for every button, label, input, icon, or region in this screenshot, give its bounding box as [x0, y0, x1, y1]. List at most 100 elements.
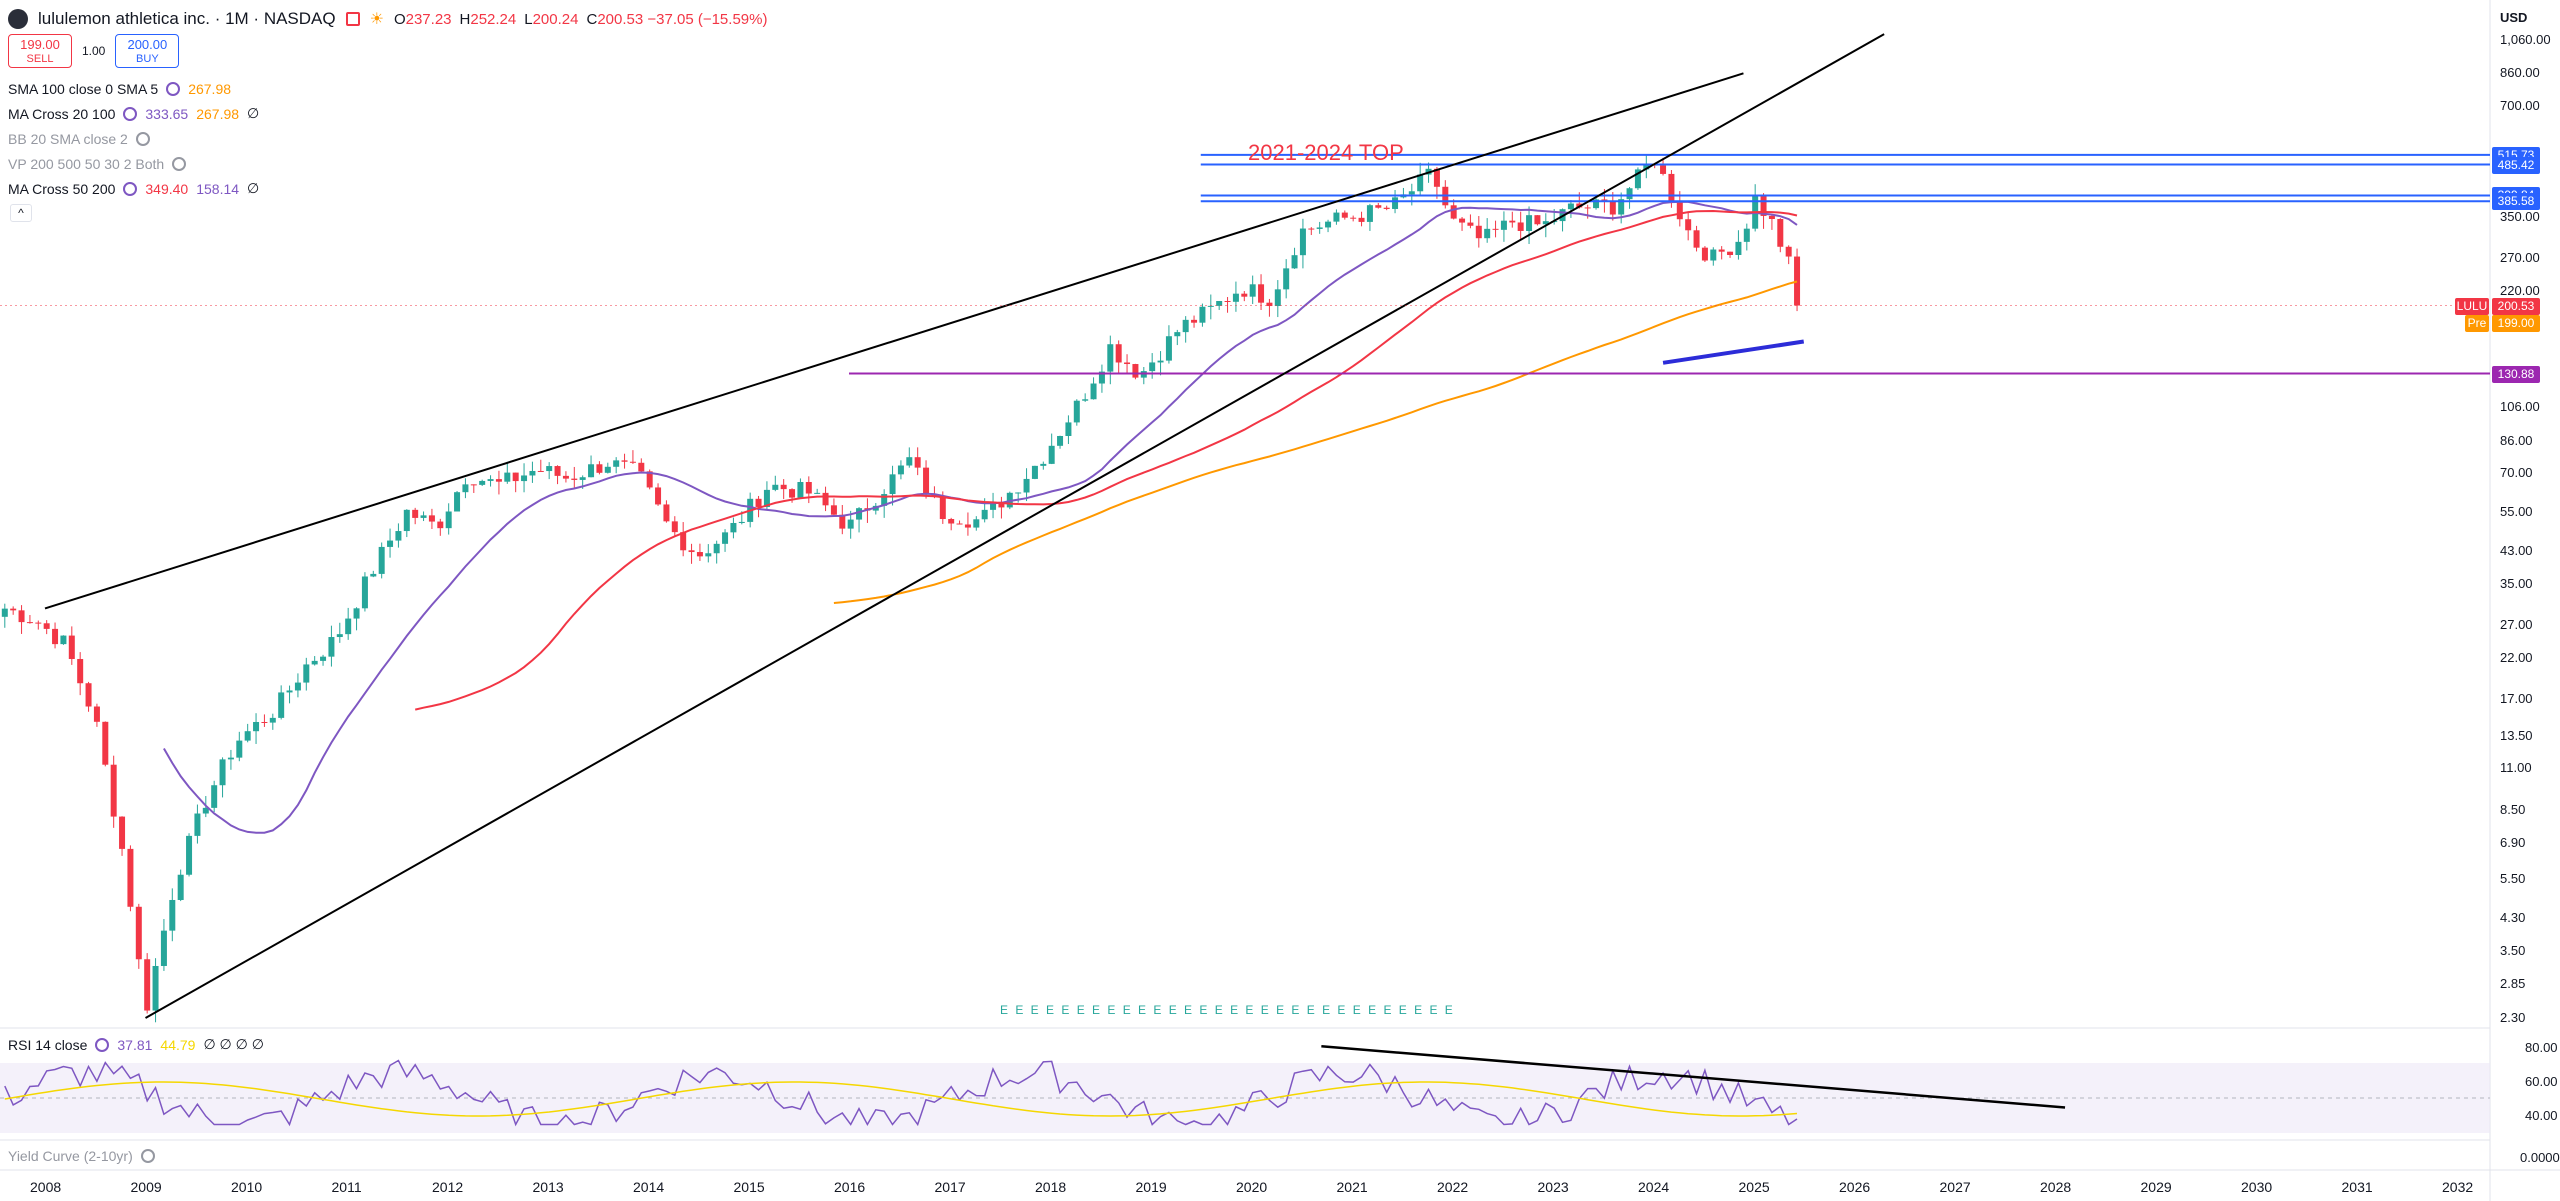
price-tick-label: 55.00	[2500, 503, 2533, 519]
hidden-eye-icon[interactable]	[172, 156, 187, 171]
candle-body	[839, 514, 846, 529]
candle-body	[202, 807, 209, 814]
candle-body	[1232, 293, 1239, 302]
candle-body	[470, 484, 477, 486]
candle-body	[1358, 217, 1365, 222]
candle-body	[814, 492, 821, 494]
price-tick-label: 5.50	[2500, 870, 2526, 886]
candle-body	[1668, 173, 1675, 203]
candle-body	[805, 482, 812, 494]
candle-body	[1526, 215, 1533, 231]
candle-body	[1517, 222, 1524, 231]
time-tick-label: 2023	[1537, 1179, 1569, 1195]
time-tick-label: 2020	[1236, 1179, 1268, 1195]
candle-body	[85, 683, 92, 707]
price-tick-label: 2.30	[2500, 1010, 2526, 1025]
candle-body	[1107, 344, 1114, 372]
candle-body	[1115, 344, 1122, 363]
candle-body	[613, 460, 620, 467]
indicator-legend: SMA 100 close 0 SMA 5 267.98 MA Cross 20…	[8, 76, 259, 201]
rsi-legend: RSI 14 close 37.81 44.79 ∅ ∅ ∅ ∅	[8, 1036, 264, 1053]
candle-body	[546, 466, 553, 472]
candle-body	[1609, 201, 1616, 215]
indicator-row[interactable]: MA Cross 20 100 333.65 267.98 ∅	[8, 105, 260, 122]
rsi-tick-label: 60.00	[2525, 1074, 2558, 1089]
quantity-value[interactable]: 1.00	[82, 44, 106, 58]
candle-body	[663, 504, 670, 522]
candle-body	[286, 690, 293, 693]
visibility-icon[interactable]	[95, 1037, 110, 1052]
candle-body	[655, 487, 662, 505]
candle-body	[906, 457, 913, 466]
time-tick-label: 2028	[2040, 1179, 2072, 1195]
candle-body	[119, 816, 126, 849]
candle-body	[948, 519, 955, 524]
candle-body	[236, 740, 243, 758]
candle-body	[1785, 246, 1792, 257]
candle-body	[856, 508, 863, 520]
price-tick-label: 35.00	[2500, 575, 2533, 591]
time-tick-label: 2014	[633, 1179, 665, 1195]
high-value: 252.24	[470, 10, 517, 28]
rsi-sma-line	[4, 1081, 1798, 1117]
candle-body	[412, 509, 419, 518]
visibility-icon[interactable]	[166, 81, 181, 96]
level-price-badge: 130.88	[2492, 365, 2540, 383]
flag-icon[interactable]	[345, 12, 360, 26]
symbol-badge: LULU	[2455, 297, 2489, 315]
candle-body	[227, 757, 234, 760]
candle-body	[395, 531, 402, 541]
price-tick-label: 11.00	[2500, 760, 2532, 776]
visibility-icon[interactable]	[123, 181, 138, 196]
candle-body	[1174, 332, 1181, 337]
last-price-badge: 200.53	[2492, 297, 2540, 315]
sell-button[interactable]: 199.00 SELL	[8, 34, 72, 68]
candle-body	[680, 532, 687, 551]
candle-body	[370, 573, 377, 577]
time-tick-label: 2018	[1035, 1179, 1067, 1195]
candle-body	[403, 509, 410, 532]
trade-panel: 199.00 SELL 1.00 200.00 BUY	[8, 34, 180, 68]
indicator-row[interactable]: VP 200 500 50 30 2 Both	[8, 151, 259, 176]
drawn-blue-segment	[1662, 339, 1805, 365]
candle-body	[93, 706, 100, 722]
indicator-row[interactable]: BB 20 SMA close 2	[8, 126, 259, 151]
rsi-line	[4, 1059, 1798, 1127]
candle-body	[1057, 435, 1064, 446]
pre-badge: Pre	[2465, 314, 2489, 332]
visibility-icon[interactable]	[123, 106, 138, 121]
indicator-row[interactable]: MA Cross 50 200 349.40 158.14 ∅	[8, 180, 260, 197]
buy-button[interactable]: 200.00 BUY	[115, 34, 180, 68]
candle-body	[789, 489, 796, 498]
candle-body	[361, 576, 368, 609]
hidden-eye-icon[interactable]	[135, 131, 150, 146]
candle-body	[797, 482, 804, 498]
symbol-title[interactable]: lululemon athletica inc. · 1M · NASDAQ	[38, 9, 336, 28]
price-tick-label: 86.00	[2500, 432, 2533, 448]
indicator-row[interactable]: SMA 100 close 0 SMA 5 267.98	[8, 80, 232, 97]
candle-body	[311, 660, 318, 665]
candle-body	[629, 461, 636, 463]
candle-body	[1777, 218, 1784, 247]
candle-body	[1542, 221, 1549, 225]
collapse-legend-button[interactable]: ^	[10, 204, 32, 222]
candle-body	[1701, 247, 1708, 261]
candle-body	[1191, 319, 1198, 323]
time-tick-label: 2021	[1336, 1179, 1368, 1195]
candle-body	[1, 608, 8, 617]
candle-body	[1241, 293, 1248, 297]
hidden-eye-icon[interactable]	[140, 1149, 155, 1163]
candle-body	[1459, 218, 1466, 223]
currency-label[interactable]: USD	[2500, 10, 2528, 25]
price-tick-label: 13.50	[2500, 727, 2533, 743]
candle-body	[219, 759, 226, 786]
candle-body	[320, 656, 327, 661]
candle-body	[521, 475, 528, 482]
candle-body	[1743, 228, 1750, 242]
candle-body	[1249, 284, 1256, 297]
candle-body	[646, 471, 653, 488]
candle-body	[1316, 227, 1323, 229]
candle-body	[1333, 212, 1340, 222]
candle-body	[1098, 371, 1105, 384]
